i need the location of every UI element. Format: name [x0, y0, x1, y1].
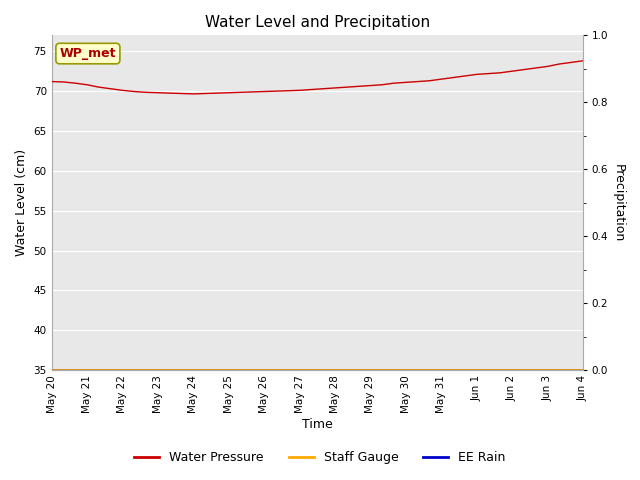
Legend: Water Pressure, Staff Gauge, EE Rain: Water Pressure, Staff Gauge, EE Rain	[129, 446, 511, 469]
Y-axis label: Precipitation: Precipitation	[612, 164, 625, 242]
Text: WP_met: WP_met	[60, 47, 116, 60]
Title: Water Level and Precipitation: Water Level and Precipitation	[205, 15, 430, 30]
X-axis label: Time: Time	[302, 419, 333, 432]
Y-axis label: Water Level (cm): Water Level (cm)	[15, 149, 28, 256]
